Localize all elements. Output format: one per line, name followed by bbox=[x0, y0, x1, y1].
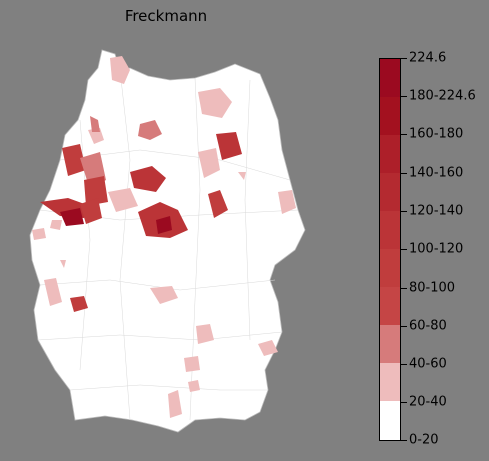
germany-map bbox=[29, 49, 306, 433]
legend-segment-1 bbox=[380, 97, 400, 135]
legend-tick bbox=[401, 173, 407, 174]
legend-tick bbox=[401, 402, 407, 403]
germany-outline bbox=[29, 49, 306, 433]
legend-tick bbox=[401, 440, 407, 441]
district-aachen bbox=[32, 228, 46, 240]
district-pfalz bbox=[70, 296, 88, 312]
color-legend-bar bbox=[379, 58, 401, 441]
district-regensburg bbox=[196, 324, 214, 344]
legend-label: 40-60 bbox=[409, 356, 447, 372]
legend-segment-4 bbox=[380, 211, 400, 249]
district-northwest-2 bbox=[90, 116, 100, 132]
district-hamburg-east bbox=[198, 88, 232, 118]
legend-tick bbox=[401, 134, 407, 135]
district-garmisch bbox=[168, 390, 182, 418]
legend-segment-5 bbox=[380, 249, 400, 287]
legend-label: 60-80 bbox=[409, 318, 447, 334]
district-cloppenburg bbox=[84, 176, 108, 206]
legend-segment-0 bbox=[380, 59, 400, 97]
district-goslar bbox=[156, 216, 172, 234]
district-steinfurt bbox=[80, 198, 102, 224]
legend-label: 100-120 bbox=[409, 241, 464, 257]
district-hannover bbox=[130, 166, 166, 192]
legend-label: 80-100 bbox=[409, 280, 456, 296]
district-magdeburg bbox=[216, 132, 242, 160]
district-wuerzburg bbox=[150, 286, 178, 304]
district-brandenburg-south bbox=[278, 190, 296, 214]
legend-tick bbox=[401, 326, 407, 327]
district-berlin-east bbox=[238, 172, 246, 180]
district-bielefeld bbox=[108, 188, 138, 212]
legend-label: 224.6 bbox=[409, 50, 447, 66]
district-koeln bbox=[50, 220, 62, 230]
legend-segment-3 bbox=[380, 173, 400, 211]
legend-segment-8 bbox=[380, 363, 400, 401]
legend-segment-6 bbox=[380, 287, 400, 325]
legend-label: 20-40 bbox=[409, 394, 447, 410]
legend-label: 0-20 bbox=[409, 432, 439, 448]
map-title: Freckmann bbox=[124, 7, 208, 25]
district-harz-east bbox=[208, 190, 228, 218]
district-passau bbox=[258, 340, 278, 356]
legend-tick bbox=[401, 288, 407, 289]
legend-label: 120-140 bbox=[409, 203, 464, 219]
district-emsland bbox=[62, 144, 86, 176]
legend-segment-7 bbox=[380, 325, 400, 363]
district-saarland bbox=[44, 278, 62, 306]
legend-label: 160-180 bbox=[409, 126, 464, 142]
district-munsterland bbox=[60, 208, 84, 226]
legend-segment-9 bbox=[380, 401, 400, 440]
district-fills bbox=[32, 56, 296, 418]
legend-label: 180-224.6 bbox=[409, 88, 476, 104]
district-bremen bbox=[138, 120, 162, 140]
district-altmark bbox=[198, 148, 220, 178]
legend-label: 140-160 bbox=[409, 165, 464, 181]
district-north-1 bbox=[110, 56, 130, 84]
choropleth-map bbox=[20, 40, 320, 440]
district-rosenheim bbox=[188, 380, 200, 392]
legend-tick bbox=[401, 249, 407, 250]
legend-tick bbox=[401, 364, 407, 365]
district-bonn bbox=[60, 260, 66, 268]
legend-tick bbox=[401, 58, 407, 59]
legend-tick bbox=[401, 211, 407, 212]
legend-tick bbox=[401, 96, 407, 97]
legend-segment-2 bbox=[380, 135, 400, 173]
district-landshut bbox=[184, 356, 200, 372]
